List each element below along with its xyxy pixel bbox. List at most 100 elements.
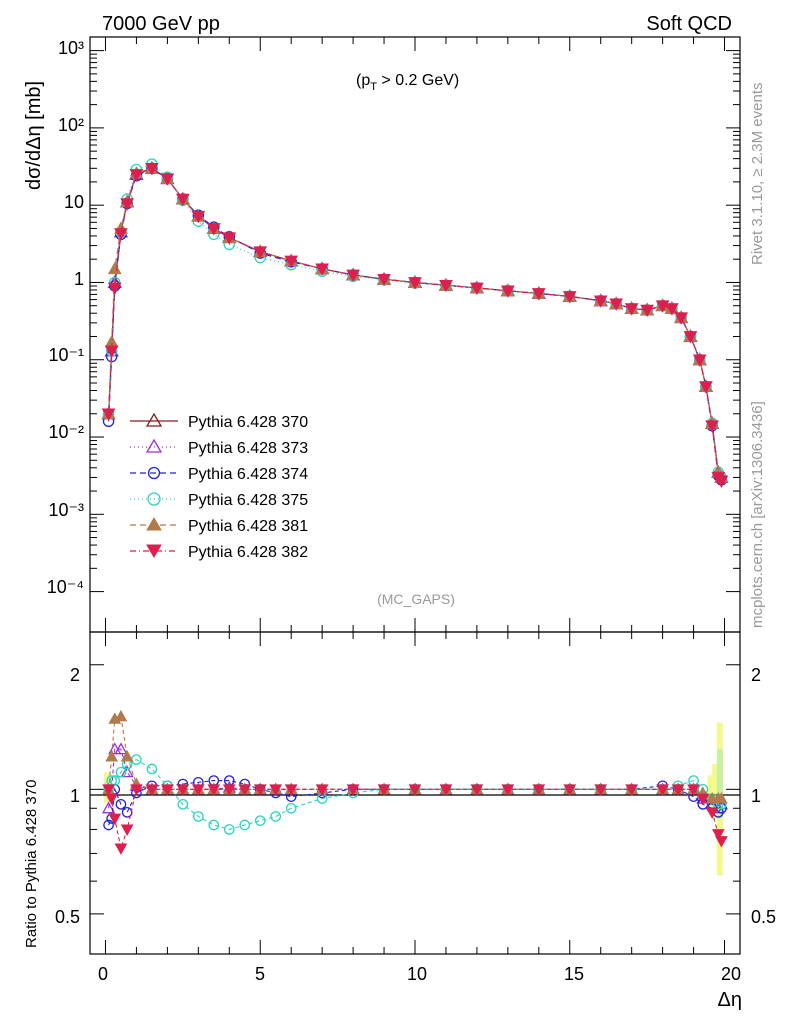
data-point bbox=[120, 765, 134, 778]
data-point bbox=[714, 475, 729, 488]
data-point bbox=[377, 273, 391, 287]
legend-label: Pythia 6.428 382 bbox=[188, 544, 308, 561]
data-point bbox=[692, 354, 707, 367]
data-point bbox=[346, 269, 360, 282]
legend-label: Pythia 6.428 370 bbox=[188, 414, 308, 431]
data-point bbox=[130, 784, 143, 796]
legend-entry: Pythia 6.428 374 bbox=[130, 466, 308, 483]
ratio-tick-label-right: 1 bbox=[751, 786, 761, 806]
legend-label: Pythia 6.428 375 bbox=[188, 492, 308, 509]
data-point bbox=[129, 169, 144, 182]
data-point bbox=[656, 784, 669, 796]
data-point bbox=[705, 807, 719, 819]
ratio-band bbox=[712, 764, 719, 819]
data-point bbox=[625, 784, 639, 796]
data-point bbox=[105, 793, 119, 806]
data-point bbox=[101, 408, 116, 421]
data-point bbox=[439, 279, 453, 293]
data-point bbox=[107, 282, 122, 295]
data-point bbox=[207, 784, 221, 796]
ratio-line bbox=[108, 715, 722, 800]
data-point bbox=[121, 806, 133, 818]
data-point bbox=[470, 282, 484, 295]
x-tick-label: 0 bbox=[98, 964, 108, 984]
data-point bbox=[206, 223, 221, 236]
data-point bbox=[439, 784, 453, 796]
data-point bbox=[239, 819, 251, 831]
data-point bbox=[315, 263, 329, 276]
series-top bbox=[101, 163, 729, 488]
data-point bbox=[562, 291, 577, 304]
y-tick-label: 10⁻¹ bbox=[48, 345, 84, 365]
data-point bbox=[671, 784, 685, 796]
data-point bbox=[501, 285, 515, 298]
data-point bbox=[222, 784, 236, 796]
legend-marker bbox=[145, 438, 163, 453]
data-point bbox=[284, 784, 298, 796]
data-point bbox=[285, 802, 297, 814]
data-point bbox=[715, 836, 728, 848]
data-point bbox=[107, 261, 122, 275]
legend-marker bbox=[146, 544, 162, 558]
mcplots-label: mcplots.cern.ch [arXiv:1306.3436] bbox=[749, 401, 766, 628]
x-tick-label: 5 bbox=[255, 964, 265, 984]
legend-marker bbox=[146, 517, 162, 531]
data-point bbox=[674, 312, 689, 325]
legend: Pythia 6.428 370 Pythia 6.428 373 Pythia… bbox=[130, 412, 308, 561]
data-point bbox=[408, 277, 422, 290]
data-point bbox=[160, 173, 175, 186]
data-point bbox=[114, 228, 128, 241]
y-tick-label: 10⁻³ bbox=[48, 500, 84, 520]
data-point bbox=[145, 163, 159, 176]
data-point bbox=[103, 819, 114, 831]
data-point bbox=[532, 784, 546, 796]
data-point bbox=[101, 801, 116, 814]
ratio-band bbox=[716, 749, 723, 819]
data-point bbox=[609, 298, 624, 311]
ratio-tick-label-right: 0.5 bbox=[751, 907, 776, 927]
data-point bbox=[377, 784, 391, 796]
data-point bbox=[593, 295, 608, 308]
data-point bbox=[223, 824, 235, 835]
data-point bbox=[120, 824, 134, 836]
data-point bbox=[501, 784, 515, 796]
legend-label: Pythia 6.428 374 bbox=[188, 466, 308, 483]
data-point bbox=[114, 709, 128, 722]
data-point bbox=[109, 775, 121, 786]
data-point bbox=[408, 784, 422, 796]
data-point bbox=[193, 811, 204, 822]
data-point bbox=[176, 193, 190, 207]
legend-entry: Pythia 6.428 375 bbox=[130, 492, 308, 509]
data-point bbox=[624, 303, 639, 316]
data-point bbox=[120, 750, 134, 762]
data-point bbox=[115, 766, 127, 778]
data-point bbox=[177, 798, 189, 810]
legend-entry: Pythia 6.428 382 bbox=[130, 544, 308, 561]
data-point bbox=[683, 331, 698, 344]
y-tick-label: 10³ bbox=[58, 38, 84, 58]
data-point bbox=[161, 784, 174, 796]
data-point bbox=[687, 784, 700, 796]
cut-prefix: (p bbox=[356, 72, 370, 89]
data-point bbox=[176, 784, 190, 796]
data-point bbox=[146, 763, 158, 775]
x-tick-label: 20 bbox=[721, 964, 741, 984]
legend-marker bbox=[147, 466, 161, 480]
data-point bbox=[705, 420, 719, 433]
data-point bbox=[315, 784, 329, 796]
data-point bbox=[696, 793, 710, 806]
legend-entry: Pythia 6.428 373 bbox=[130, 438, 308, 457]
legend-label: Pythia 6.428 381 bbox=[188, 518, 308, 535]
ratio-uncertainty-band bbox=[104, 722, 723, 876]
series-ratio bbox=[102, 784, 728, 855]
legend-marker bbox=[145, 412, 163, 427]
data-point bbox=[208, 819, 220, 831]
legend-entry: Pythia 6.428 381 bbox=[130, 517, 308, 535]
x-axis-title: Δη bbox=[718, 989, 742, 1011]
data-point bbox=[699, 381, 713, 394]
ratio-tick-label: 0.5 bbox=[55, 907, 80, 927]
data-point bbox=[191, 210, 206, 224]
header-right: Soft QCD bbox=[646, 13, 732, 35]
cut-annotation: (pT > 0.2 GeV) bbox=[356, 72, 459, 93]
